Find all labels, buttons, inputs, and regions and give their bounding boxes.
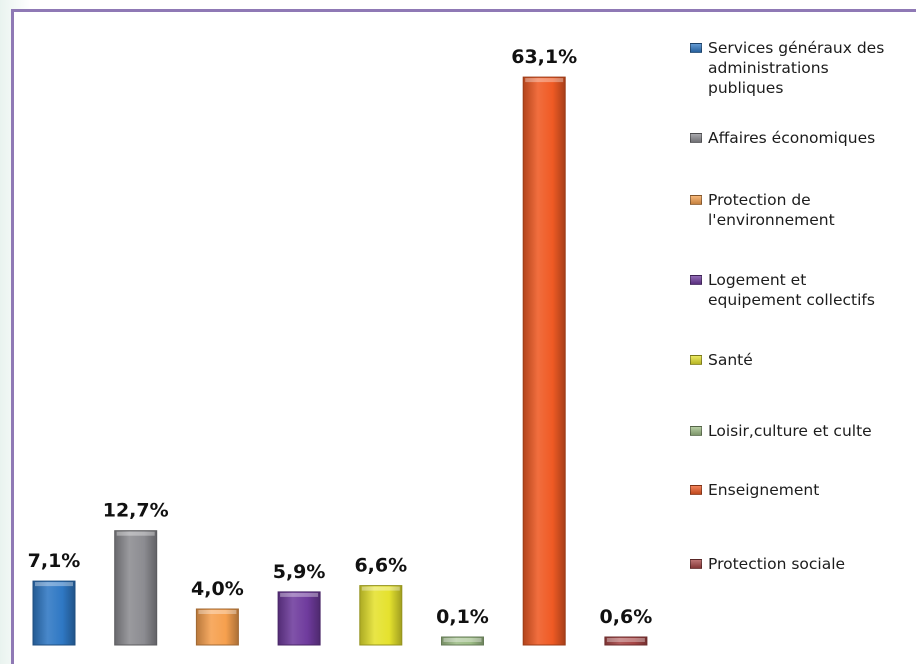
legend-item-6: Loisir,culture et culte [690, 421, 916, 441]
value-label-8: 0,6% [600, 606, 653, 628]
bar-3 [195, 608, 239, 646]
legend-label: Affaires économiques [708, 128, 875, 148]
legend-swatch-icon [690, 43, 702, 53]
legend-label-line: Loisir,culture et culte [708, 422, 872, 440]
bar-4 [277, 591, 321, 646]
legend-item-1: Services généraux des administrations publ… [690, 38, 916, 98]
bar-7 [522, 76, 566, 646]
bar-1 [32, 580, 76, 646]
value-label-6: 0,1% [436, 606, 489, 628]
legend-label-line: l'environnement [708, 211, 835, 229]
bar-highlight-7 [525, 78, 564, 83]
bar-highlight-3 [198, 610, 237, 614]
value-label-5: 6,6% [354, 555, 407, 577]
legend-label-line: Logement et [708, 271, 807, 289]
labels-group: 7,1% 12,7% 4,0% 5,9% 6,6% 0,1% 63,1% 0,6% [28, 46, 653, 628]
bar-highlight-5 [361, 586, 400, 591]
value-label-7: 63,1% [511, 46, 577, 68]
legend-swatch-icon [690, 559, 702, 569]
legend-label: Loisir,culture et culte [708, 421, 872, 441]
legend-item-5: Santé [690, 350, 916, 370]
legend-item-2: Affaires économiques [690, 128, 916, 148]
bar-6 [441, 636, 484, 646]
legend-label: Protection de l'environnement [708, 190, 835, 230]
legend-swatch-icon [690, 485, 702, 495]
legend-label-line: Affaires économiques [708, 129, 876, 147]
legend-item-8: Protection sociale [690, 554, 916, 574]
legend-swatch-icon [690, 133, 702, 143]
legend-label: Protection sociale [708, 554, 845, 574]
value-label-3: 4,0% [191, 578, 244, 600]
legend-label: Enseignement [708, 480, 819, 500]
legend-label: Services généraux des administrations publ… [708, 38, 884, 98]
bars-group [32, 76, 648, 646]
legend-label: Logement et equipement collectifs [708, 270, 875, 310]
bar-2 [114, 530, 158, 646]
value-label-2: 12,7% [103, 500, 169, 522]
chart-frame [11, 9, 916, 664]
bar-highlight-2 [116, 531, 155, 536]
legend-label: Santé [708, 350, 753, 370]
bar-highlight-6 [443, 638, 482, 642]
bar-highlight-1 [35, 582, 73, 587]
legend-label-line: Santé [708, 351, 753, 369]
legend-label-line: administrations [708, 59, 829, 77]
legend-label-line: Enseignement [708, 481, 820, 499]
bar-highlight-8 [606, 638, 645, 642]
legend-item-4: Logement et equipement collectifs [690, 270, 916, 310]
legend-swatch-icon [690, 355, 702, 365]
legend-label-line: equipement collectifs [708, 291, 875, 309]
legend-item-3: Protection de l'environnement [690, 190, 916, 230]
legend-label-line: Services généraux des [708, 39, 885, 57]
legend-swatch-icon [690, 426, 702, 436]
legend-swatch-icon [690, 275, 702, 285]
legend-label-line: Protection de [708, 191, 811, 209]
legend-label-line: publiques [708, 79, 784, 97]
legend-label-line: Protection sociale [708, 555, 846, 573]
legend-swatch-icon [690, 195, 702, 205]
bar-5 [359, 585, 403, 646]
value-label-4: 5,9% [273, 561, 326, 583]
legend-item-7: Enseignement [690, 480, 916, 500]
bar-highlight-4 [280, 592, 319, 597]
value-label-1: 7,1% [28, 550, 81, 572]
bar-8 [604, 636, 648, 646]
